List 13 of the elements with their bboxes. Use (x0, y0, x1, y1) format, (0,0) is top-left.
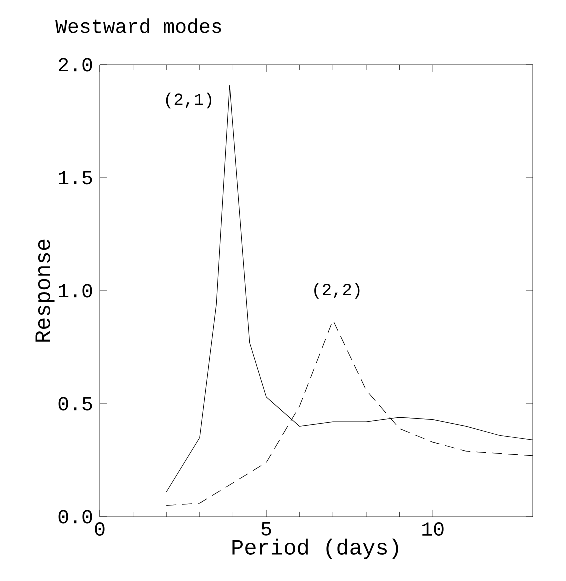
x-tick-label: 0 (95, 522, 105, 536)
y-tick-label: 0.0 (58, 510, 92, 524)
x-tick-label: 10 (422, 522, 444, 536)
y-tick-label: 1.5 (59, 171, 92, 185)
y-axis-title: Response (36, 240, 55, 342)
series-label: (2,1) (166, 92, 212, 109)
x-tick-label: 5 (262, 522, 272, 536)
x-axis-title: Period (days) (232, 538, 398, 560)
chart-title: Westward modes (56, 18, 222, 34)
y-tick-label: 0.5 (58, 397, 92, 411)
y-tick-label: 1.0 (59, 284, 92, 298)
series-label: (2,2) (314, 283, 360, 299)
y-tick-label: 2.0 (59, 58, 92, 72)
